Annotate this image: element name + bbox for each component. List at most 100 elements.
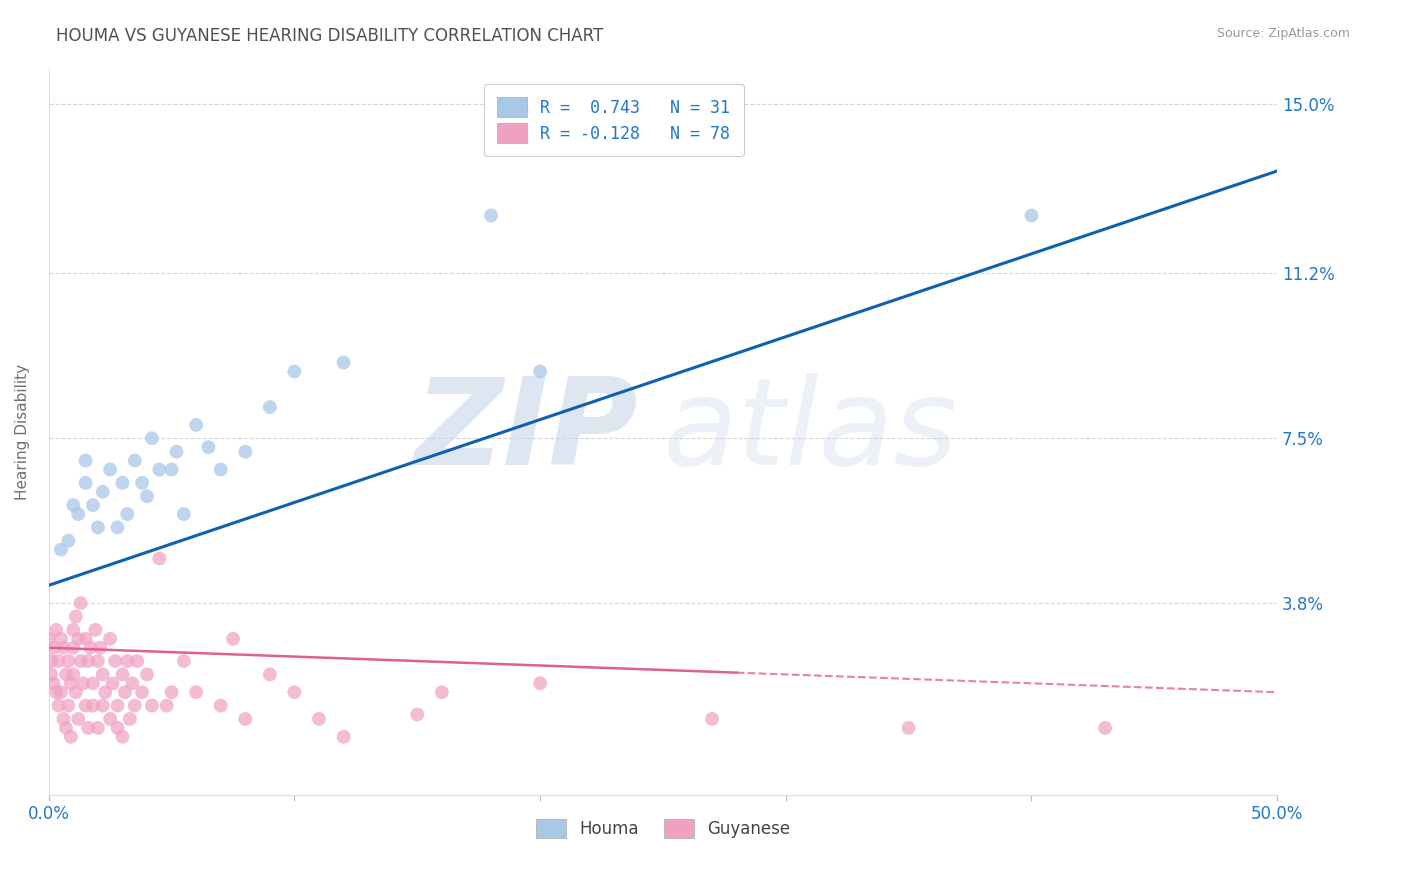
Point [48, 698, 70, 713]
Point [259, 400, 281, 414]
Point [233, 444, 256, 458]
Point [136, 489, 159, 503]
Point [209, 698, 232, 713]
Point [141, 431, 163, 445]
Point [77, 654, 100, 668]
Point [98, 632, 121, 646]
Point [67, 712, 90, 726]
Point [121, 676, 143, 690]
Point [107, 520, 129, 534]
Point [104, 654, 127, 668]
Point [118, 712, 141, 726]
Point [430, 685, 453, 699]
Point [49, 632, 72, 646]
Point [62, 623, 84, 637]
Point [148, 462, 170, 476]
Point [91, 484, 114, 499]
Point [136, 667, 159, 681]
Point [1021, 209, 1043, 223]
Point [186, 685, 208, 699]
Point [529, 364, 551, 378]
Point [308, 712, 330, 726]
Point [67, 507, 90, 521]
Point [107, 721, 129, 735]
Point [127, 654, 149, 668]
Point [222, 632, 245, 646]
Point [42, 676, 65, 690]
Point [156, 698, 179, 713]
Text: atlas: atlas [664, 373, 959, 490]
Point [75, 632, 97, 646]
Point [283, 685, 305, 699]
Point [186, 417, 208, 432]
Point [48, 654, 70, 668]
Point [84, 623, 107, 637]
Point [45, 623, 67, 637]
Point [59, 730, 82, 744]
Point [87, 520, 110, 534]
Point [101, 676, 124, 690]
Point [117, 654, 139, 668]
Point [39, 654, 62, 668]
Point [141, 698, 163, 713]
Point [283, 364, 305, 378]
Legend: Houma, Guyanese: Houma, Guyanese [529, 812, 797, 845]
Point [259, 667, 281, 681]
Point [131, 685, 153, 699]
Point [209, 462, 232, 476]
Point [117, 507, 139, 521]
Point [38, 632, 60, 646]
Point [111, 475, 134, 490]
Point [173, 654, 195, 668]
Point [91, 667, 114, 681]
Point [89, 640, 111, 655]
Point [91, 698, 114, 713]
Point [49, 542, 72, 557]
Point [479, 209, 502, 223]
Point [58, 698, 80, 713]
Point [49, 685, 72, 699]
Point [197, 440, 219, 454]
Point [131, 475, 153, 490]
Point [67, 632, 90, 646]
Point [107, 698, 129, 713]
Text: HOUMA VS GUYANESE HEARING DISABILITY CORRELATION CHART: HOUMA VS GUYANESE HEARING DISABILITY COR… [56, 27, 603, 45]
Point [166, 444, 188, 458]
Point [72, 676, 94, 690]
Point [148, 551, 170, 566]
Point [1094, 721, 1116, 735]
Point [55, 667, 77, 681]
Text: Source: ZipAtlas.com: Source: ZipAtlas.com [1216, 27, 1350, 40]
Point [160, 685, 183, 699]
Y-axis label: Hearing Disability: Hearing Disability [15, 364, 30, 500]
Point [69, 654, 91, 668]
Point [87, 654, 110, 668]
Point [52, 640, 75, 655]
Point [39, 667, 62, 681]
Point [897, 721, 920, 735]
Point [79, 640, 101, 655]
Point [59, 676, 82, 690]
Point [69, 596, 91, 610]
Point [111, 667, 134, 681]
Point [45, 685, 67, 699]
Point [58, 654, 80, 668]
Point [58, 533, 80, 548]
Point [62, 498, 84, 512]
Point [98, 462, 121, 476]
Point [332, 355, 354, 369]
Point [114, 685, 136, 699]
Point [529, 676, 551, 690]
Point [111, 730, 134, 744]
Point [75, 453, 97, 467]
Point [82, 698, 104, 713]
Point [700, 712, 723, 726]
Text: ZIP: ZIP [415, 373, 638, 490]
Point [160, 462, 183, 476]
Point [332, 730, 354, 744]
Point [55, 721, 77, 735]
Point [94, 685, 117, 699]
Point [75, 475, 97, 490]
Point [82, 498, 104, 512]
Point [124, 453, 146, 467]
